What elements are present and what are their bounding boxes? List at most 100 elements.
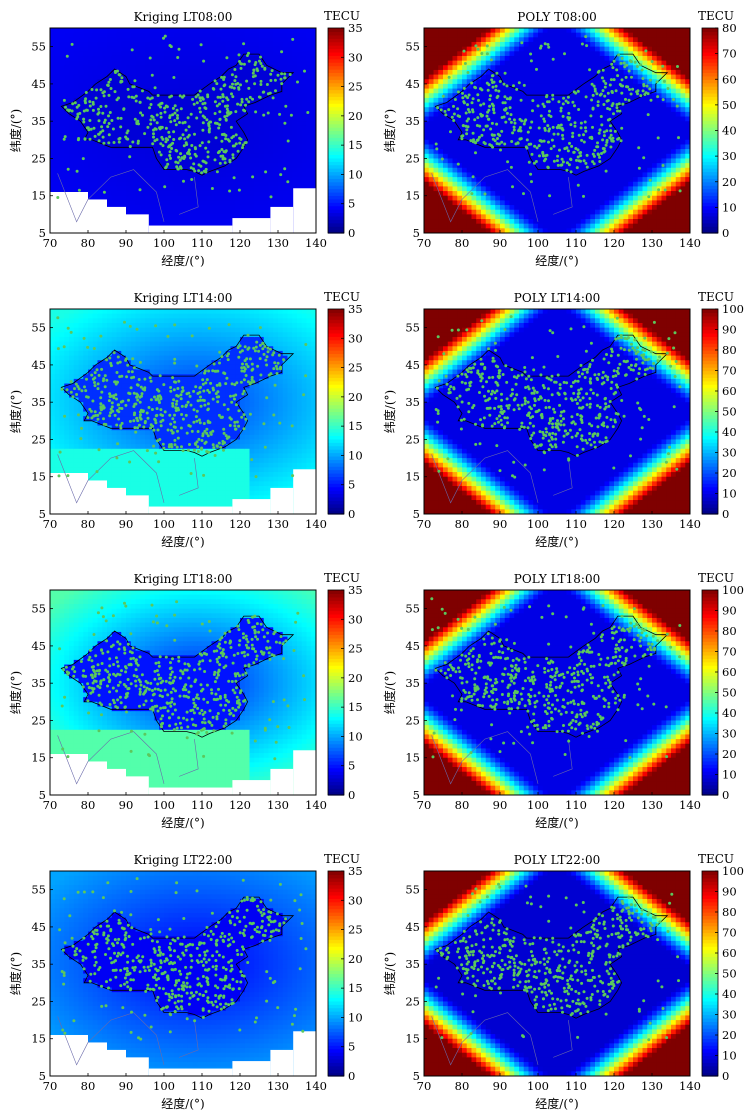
station-point [586,166,589,169]
station-point [515,393,518,396]
station-point [574,380,577,383]
station-point [150,932,153,935]
station-point [170,45,173,48]
x-axis-label: 经度/(°) [161,534,204,549]
station-point [556,419,559,422]
station-point [243,651,246,654]
station-point [179,722,182,725]
station-point [104,374,107,377]
colorbar-segment [702,672,718,676]
station-point [561,137,564,140]
station-point [667,930,670,933]
station-point [215,82,218,85]
station-point [530,964,533,967]
station-point [554,678,557,681]
station-point [630,76,633,79]
station-point [242,879,245,882]
station-point [615,630,618,633]
station-point [524,679,527,682]
station-point [237,150,240,153]
station-point [193,668,196,671]
y-tick-label: 35 [405,114,420,128]
station-point [434,669,437,672]
station-point [590,952,593,955]
station-point [645,634,648,637]
station-point [593,373,596,376]
station-point [156,683,159,686]
colorbar-segment [328,737,344,741]
colorbar-segment [328,1032,344,1036]
station-point [630,919,633,922]
colorbar-segment [328,504,344,508]
station-point [236,916,239,919]
station-point [125,375,128,378]
y-tick-label: 15 [31,189,46,203]
station-point [222,709,225,712]
colorbar-segment [702,83,718,87]
colorbar-segment [328,727,344,731]
station-point [633,607,636,610]
station-point [490,723,493,726]
x-tick-label: 100 [527,798,549,812]
station-point [172,107,175,110]
station-point [646,913,649,916]
colorbar-segment [328,675,344,679]
station-point [168,724,171,727]
colorbar-segment [702,720,718,724]
station-point [162,953,165,956]
station-point [202,432,205,435]
missing-block [232,499,270,514]
station-point [489,679,492,682]
station-point [590,958,593,961]
station-point [264,170,267,173]
station-point [557,392,560,395]
colorbar-tick-label: 10 [722,768,737,782]
station-point [223,666,226,669]
colorbar-segment [702,435,718,439]
colorbar-segment [328,38,344,42]
station-point [584,35,587,38]
station-point [625,373,628,376]
station-point [568,959,571,962]
station-point [564,397,567,400]
station-point [563,423,566,426]
station-point [635,358,638,361]
station-point [118,648,121,651]
chart-title: POLY LT18:00 [514,572,600,586]
station-point [484,926,487,929]
y-tick-label: 45 [31,358,46,372]
station-point [246,961,249,964]
station-point [237,706,240,709]
station-point [234,675,237,678]
station-point [143,691,146,694]
station-point [219,704,222,707]
station-point [200,960,203,963]
station-point [155,984,158,987]
station-point [175,400,178,403]
station-point [168,154,171,157]
colorbar-segment [702,343,718,347]
station-point [470,751,473,754]
station-point [451,116,454,119]
station-point [194,146,197,149]
station-point [562,945,565,948]
station-point [466,946,469,949]
station-point [82,669,85,672]
station-point [127,399,130,402]
station-point [93,381,96,384]
station-point [203,399,206,402]
station-point [244,345,247,348]
station-point [571,436,574,439]
colorbar-segment [328,933,344,937]
station-point [112,394,115,397]
station-point [117,410,120,413]
station-point [615,68,618,71]
station-point [515,657,518,660]
station-point [242,42,245,45]
station-point [255,341,258,344]
station-point [483,141,486,144]
station-point [117,665,120,668]
colorbar-tick-label: 0 [348,1069,355,1083]
station-point [522,687,525,690]
station-point [63,1032,66,1035]
